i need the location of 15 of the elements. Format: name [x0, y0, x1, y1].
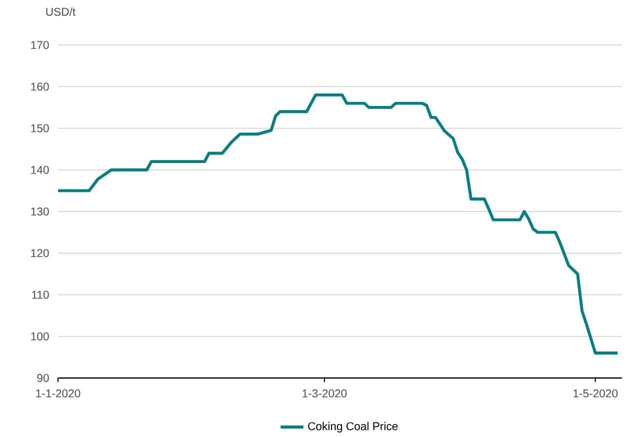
y-tick-label: 140 — [31, 166, 49, 174]
y-tick-label: 120 — [31, 248, 49, 257]
y-tick-label: 160 — [31, 82, 49, 90]
x-tick-label: 1-1-2020 — [36, 389, 80, 398]
y-tick-label: 130 — [31, 207, 49, 216]
y-axis-title: USD/t — [46, 7, 76, 16]
y-tick-label: 110 — [32, 290, 49, 299]
x-tick-label: 1-3-2020 — [302, 389, 347, 398]
y-tick-label: 170 — [31, 40, 49, 49]
x-tick-label: 1-5-2020 — [574, 389, 618, 398]
y-tick-label: 150 — [31, 124, 49, 132]
line-series — [56, 93, 620, 354]
legend-label: Coking Coal Price — [308, 422, 398, 432]
y-tick-label: 100 — [31, 332, 49, 340]
y-tick-label: 90 — [37, 374, 49, 382]
